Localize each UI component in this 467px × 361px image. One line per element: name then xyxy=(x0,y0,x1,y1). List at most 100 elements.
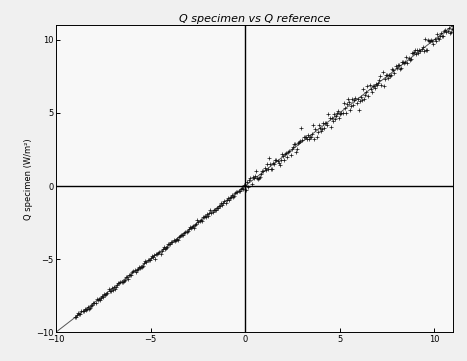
Point xyxy=(213,205,220,210)
Point xyxy=(120,278,127,283)
Point xyxy=(240,182,248,188)
Point xyxy=(122,274,129,280)
Point xyxy=(389,67,397,73)
Point xyxy=(335,115,343,121)
Point xyxy=(395,62,403,68)
Point xyxy=(116,280,123,286)
Point xyxy=(413,48,421,53)
Point xyxy=(280,157,288,163)
Point xyxy=(361,96,368,102)
Point xyxy=(71,314,78,320)
Point xyxy=(111,286,119,292)
Point xyxy=(261,165,268,171)
Point xyxy=(107,288,114,294)
Point xyxy=(443,29,450,35)
Point xyxy=(174,237,182,243)
Point xyxy=(328,116,335,121)
Point xyxy=(286,149,293,155)
Point xyxy=(135,264,142,270)
Point xyxy=(147,256,155,261)
Point xyxy=(297,139,304,144)
Point xyxy=(386,73,394,79)
Point xyxy=(142,258,149,264)
Point xyxy=(411,47,419,53)
Point xyxy=(402,59,409,65)
Point xyxy=(214,205,222,211)
Point xyxy=(138,264,146,270)
Point xyxy=(94,297,101,303)
Point xyxy=(423,47,431,53)
Point xyxy=(109,287,117,292)
Point xyxy=(445,25,453,31)
Point xyxy=(200,214,208,220)
Point xyxy=(223,197,230,203)
Point xyxy=(137,264,145,270)
Point xyxy=(248,181,255,187)
Point xyxy=(194,217,201,223)
Point xyxy=(370,83,378,88)
Point xyxy=(348,96,356,101)
Point xyxy=(101,292,109,298)
Point xyxy=(290,142,297,147)
Point xyxy=(211,207,219,213)
Point xyxy=(161,246,169,252)
Point xyxy=(399,59,407,65)
Point xyxy=(300,134,307,140)
Point xyxy=(338,110,345,116)
Point xyxy=(447,29,454,35)
Point xyxy=(239,186,247,191)
Point xyxy=(80,308,87,314)
Point xyxy=(83,306,91,312)
Point xyxy=(155,251,162,256)
Point xyxy=(317,129,325,134)
Point xyxy=(347,103,355,109)
Point xyxy=(326,116,333,121)
Point xyxy=(263,161,270,167)
Point xyxy=(313,134,320,140)
Point xyxy=(281,152,289,157)
Point xyxy=(183,229,190,235)
Point xyxy=(304,132,311,138)
Point xyxy=(78,308,85,313)
Point xyxy=(310,122,317,128)
Point xyxy=(380,83,388,89)
Point xyxy=(164,242,172,247)
Point xyxy=(269,160,277,165)
Point xyxy=(98,293,106,299)
Point xyxy=(90,300,97,306)
Point xyxy=(388,72,395,78)
Point xyxy=(238,185,246,191)
Point xyxy=(113,284,120,290)
Point xyxy=(415,50,422,56)
Point xyxy=(422,47,430,53)
Point xyxy=(302,134,310,140)
Point xyxy=(431,36,439,42)
Point xyxy=(170,237,177,243)
Point xyxy=(85,306,93,312)
Point xyxy=(367,86,375,92)
Point xyxy=(425,38,432,43)
Point xyxy=(275,160,283,166)
Point xyxy=(252,168,260,174)
Point xyxy=(89,303,96,308)
Point xyxy=(366,83,373,88)
Point xyxy=(265,155,273,161)
Point xyxy=(130,268,137,274)
Point xyxy=(377,73,384,78)
Point xyxy=(97,295,105,301)
Point xyxy=(283,154,291,160)
Point xyxy=(157,251,164,257)
Point xyxy=(185,226,192,232)
Point xyxy=(444,28,451,34)
Point xyxy=(181,231,188,236)
Point xyxy=(364,83,371,89)
Point xyxy=(162,245,170,251)
Point xyxy=(437,30,445,36)
Point xyxy=(144,257,151,263)
Point xyxy=(104,290,111,296)
Point xyxy=(344,96,352,102)
Point xyxy=(406,57,413,62)
Point xyxy=(398,59,406,65)
Point xyxy=(353,100,361,106)
Point xyxy=(434,35,442,40)
